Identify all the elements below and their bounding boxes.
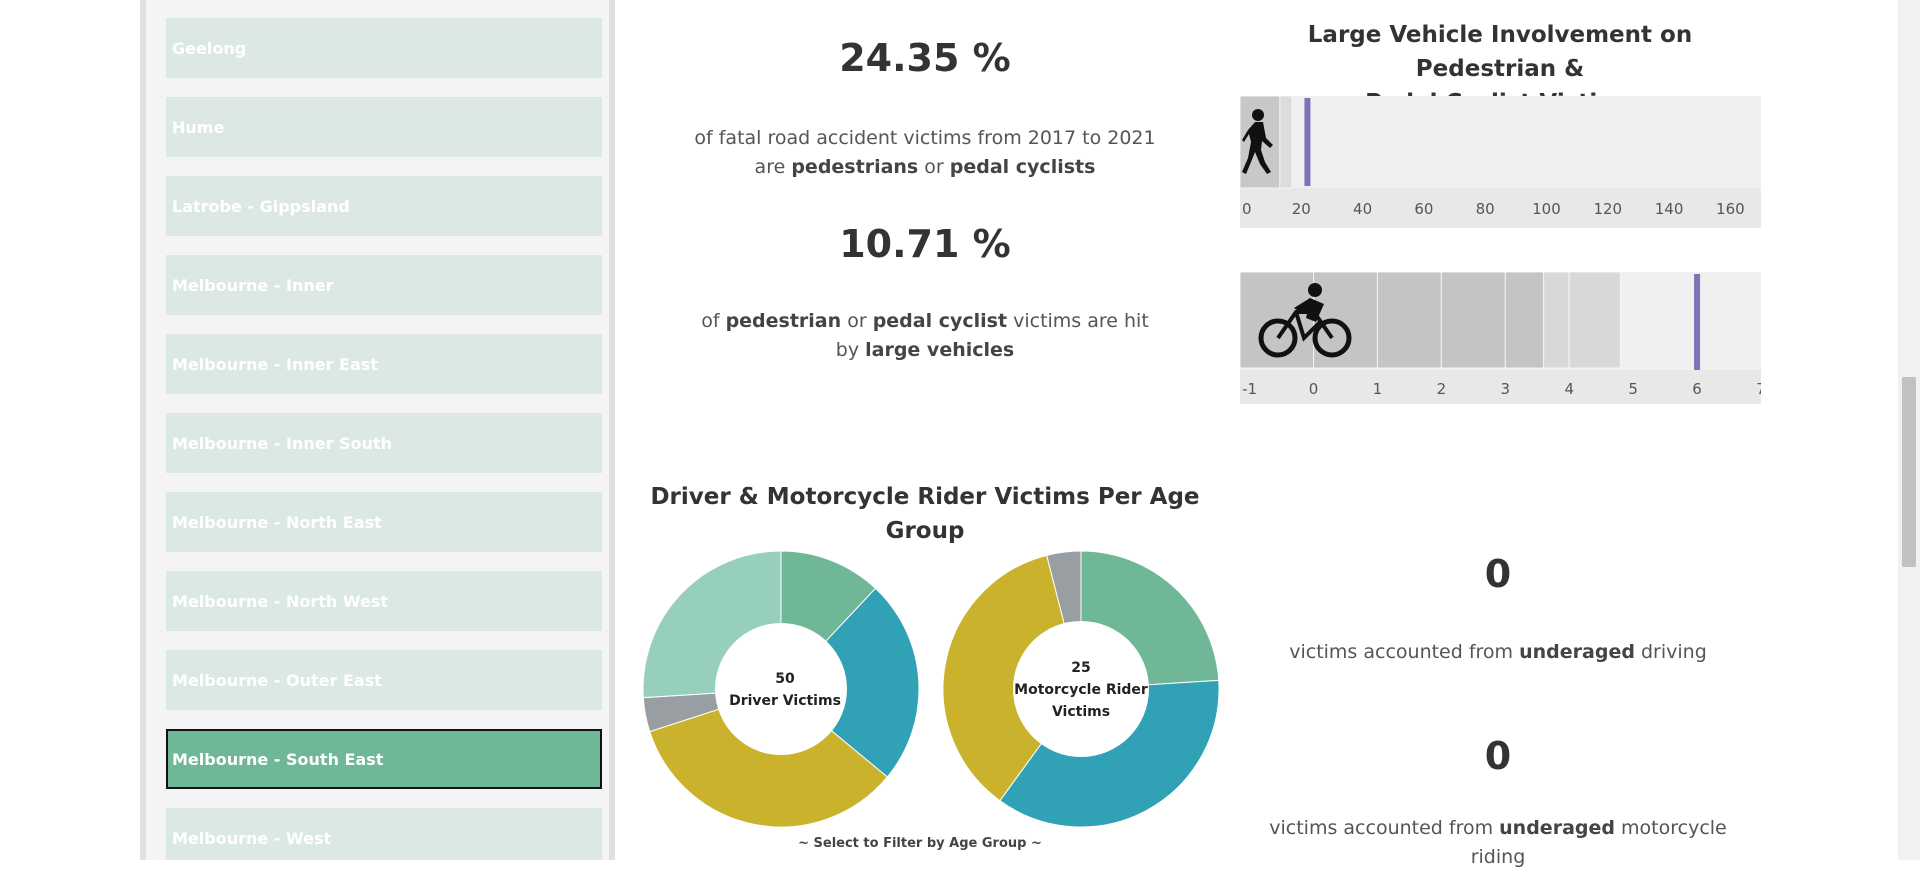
scrollbar-thumb[interactable]: [1902, 377, 1916, 567]
region-option[interactable]: Melbourne - Inner East: [166, 334, 602, 394]
axis-tick-label: 140: [1655, 200, 1684, 218]
kpi2-text: of: [701, 310, 726, 332]
underaged-driving-bold: underaged: [1519, 641, 1635, 663]
bullet-band: [1279, 96, 1293, 189]
age-group-title-line2: Group: [885, 518, 965, 544]
pedestrian-cyclist-share-value: 24.35 %: [839, 36, 1011, 80]
region-option[interactable]: Melbourne - Inner South: [166, 413, 602, 473]
donut-slice[interactable]: [999, 679, 1220, 828]
rider-donut-center: 25 Motorcycle Rider Victims: [996, 657, 1166, 723]
rider-age-donut[interactable]: [940, 548, 1222, 830]
cyclist-reference-line: [1694, 274, 1701, 370]
driver-donut-center: 50 Driver Victims: [700, 668, 870, 712]
large-vehicle-share-desc: of pedestrian or pedal cyclist victims a…: [640, 307, 1210, 365]
age-group-title-line1: Driver & Motorcycle Rider Victims Per Ag…: [650, 484, 1200, 510]
kpi2-bold-pedestrian: pedestrian: [725, 310, 842, 332]
cyclist-icon: [1258, 283, 1352, 358]
large-vehicle-title-line1: Large Vehicle Involvement on Pedestrian …: [1307, 22, 1693, 82]
region-option[interactable]: Melbourne - Inner: [166, 255, 602, 315]
kpi2-text: or: [841, 310, 873, 332]
axis-tick-label: 40: [1353, 200, 1372, 218]
cyclist-large-vehicle-chart[interactable]: -1 0 1 2 3 4 5 6 7: [1240, 272, 1761, 404]
bullet-band: [1376, 272, 1442, 369]
age-group-chart-title: Driver & Motorcycle Rider Victims Per Ag…: [650, 480, 1200, 548]
bullet-band: [1440, 272, 1506, 369]
donut-slice[interactable]: [942, 554, 1082, 802]
underaged-driving-text: victims accounted from: [1289, 641, 1520, 663]
kpi1-text: are: [754, 156, 792, 178]
underaged-moto-text: victims accounted from: [1269, 817, 1500, 839]
bullet-band: [1543, 272, 1570, 369]
underaged-moto-desc: victims accounted from underaged motorcy…: [1240, 814, 1756, 872]
kpi2-bold-cyclist: pedal cyclist: [872, 310, 1008, 332]
region-option[interactable]: Hume: [166, 97, 602, 157]
driver-donut-hole: [715, 623, 847, 755]
driver-center-label: Driver Victims: [729, 693, 841, 709]
kpi2-text: by: [835, 339, 866, 361]
driver-center-value: 50: [775, 671, 795, 687]
pedestrian-icon: [1242, 109, 1273, 174]
bullet-band: [1504, 272, 1545, 369]
axis-tick-label: 80: [1476, 200, 1495, 218]
kpi2-text: victims are hit: [1007, 310, 1149, 332]
axis-tick-label: 5: [1628, 380, 1638, 398]
underaged-driving-text: driving: [1634, 641, 1707, 663]
kpi1-bold-pedestrians: pedestrians: [791, 156, 919, 178]
region-option[interactable]: Melbourne - Outer East: [166, 650, 602, 710]
region-filter-panel: Geelong Hume Latrobe - Gippsland Melbourne …: [140, 0, 615, 860]
region-option[interactable]: Latrobe - Gippsland: [166, 176, 602, 236]
kpi1-line1: of fatal road accident victims from 2017…: [694, 127, 1156, 149]
kpi1-text: or: [918, 156, 950, 178]
region-option[interactable]: Melbourne - North West: [166, 571, 602, 631]
rider-center-value: 25: [1071, 660, 1091, 676]
underaged-moto-text: motorcycle: [1614, 817, 1727, 839]
underaged-driving-value: 0: [1484, 552, 1512, 596]
rider-center-label-2: Victims: [1051, 704, 1111, 720]
axis-tick-label: 6: [1692, 380, 1702, 398]
driver-age-donut[interactable]: [640, 548, 922, 830]
axis-tick-label: 0: [1242, 200, 1252, 218]
donut-slice[interactable]: [780, 587, 920, 778]
axis-tick-label: 160: [1716, 200, 1745, 218]
axis-tick-label: 100: [1532, 200, 1561, 218]
axis-tick-label: 120: [1593, 200, 1622, 218]
axis-tick-label: -1: [1242, 380, 1257, 398]
pedestrian-large-vehicle-chart[interactable]: 0 20 40 60 80 100 120 140 160: [1240, 96, 1761, 228]
rider-center-label-1: Motorcycle Rider: [1014, 682, 1148, 698]
axis-tick-label: 20: [1292, 200, 1311, 218]
region-option[interactable]: Geelong: [166, 18, 602, 78]
large-vehicle-share-value: 10.71 %: [839, 222, 1011, 266]
kpi2-bold-large-vehicles: large vehicles: [865, 339, 1015, 361]
axis-tick-label: 7: [1756, 380, 1761, 398]
kpi1-bold-cyclists: pedal cyclists: [949, 156, 1096, 178]
region-option[interactable]: Melbourne - North East: [166, 492, 602, 552]
axis-tick-label: 3: [1501, 380, 1511, 398]
axis-tick-label: 60: [1414, 200, 1433, 218]
region-option[interactable]: Melbourne - West: [166, 808, 602, 860]
region-option[interactable]: Melbourne - South East: [166, 729, 602, 789]
age-filter-hint: ~ Select to Filter by Age Group ~: [798, 836, 1042, 851]
underaged-moto-bold: underaged: [1499, 817, 1615, 839]
underaged-driving-desc: victims accounted from underaged driving: [1240, 638, 1756, 667]
underaged-moto-value: 0: [1484, 734, 1512, 778]
pedestrian-reference-line: [1304, 98, 1311, 186]
axis-tick-label: 2: [1437, 380, 1447, 398]
rider-donut-hole: [1013, 621, 1149, 757]
axis-tick-label: 4: [1564, 380, 1574, 398]
pedestrian-cyclist-share-desc: of fatal road accident victims from 2017…: [640, 124, 1210, 182]
bullet-band: [1568, 272, 1621, 369]
axis-tick-label: 0: [1309, 380, 1319, 398]
donut-slice[interactable]: [649, 688, 889, 828]
underaged-moto-line2: riding: [1470, 846, 1526, 868]
axis-tick-label: 1: [1373, 380, 1383, 398]
